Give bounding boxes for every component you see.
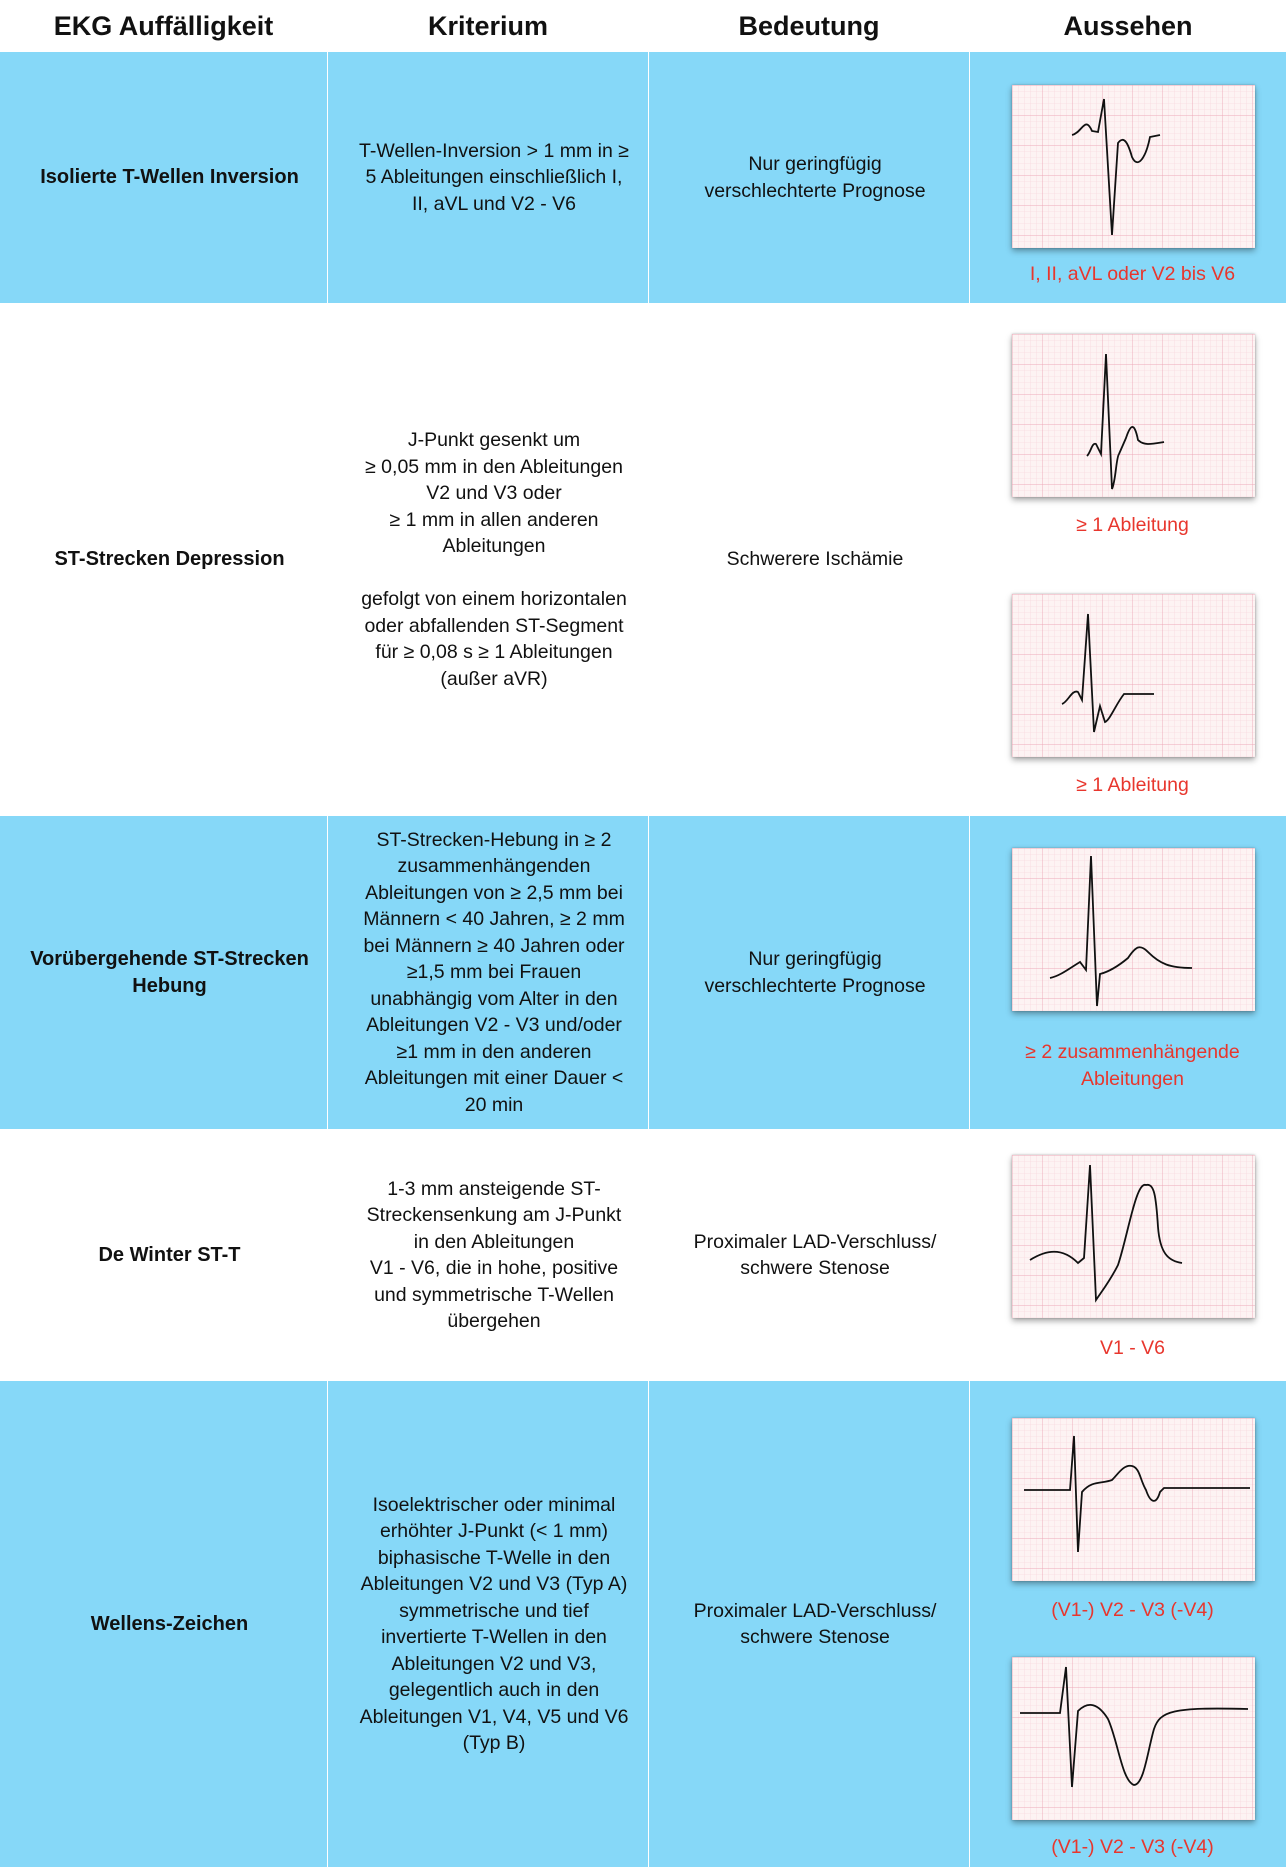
ecg-st-elevation-icon [1012,848,1255,1011]
row-criterion: Isoelektrischer oder minimal erhöhter J-… [359,1493,629,1755]
ecg-caption: ≥ 1 Ableitung [1076,514,1189,536]
row-meaning: Nur geringfügig verschlechterte Prognose [704,948,926,997]
row-criterion: J-Punkt gesenkt um ≥ 0,05 mm in den Able… [361,429,627,690]
ecg-caption: ≥ 2 zusammenhängende Ableitungen [1025,1041,1240,1090]
ecg-wellens-type-a-icon [1012,1418,1255,1581]
header-appearance: Aussehen [1063,10,1193,41]
row-meaning: Proximaler LAD-Verschluss/ schwere Steno… [693,1230,937,1280]
ecg-caption: (V1-) V2 - V3 (-V4) [1051,1836,1214,1858]
ecg-caption: (V1-) V2 - V3 (-V4) [1051,1599,1214,1621]
ecg-t-wave-inversion-icon [1012,85,1255,248]
row-meaning: Proximaler LAD-Verschluss/ schwere Steno… [693,1599,937,1649]
row-meaning: Schwerere Ischämie [726,548,904,571]
row-criterion: 1-3 mm ansteigende ST- Streckensenkung a… [366,1177,622,1333]
ecg-caption: V1 - V6 [1099,1337,1166,1359]
ecg-wellens-type-b-icon [1012,1657,1255,1820]
header-ekg-abnormality: EKG Auffälligkeit [53,10,274,41]
row-name: Wellens-Zeichen [90,1612,249,1635]
ecg-caption: ≥ 1 Ableitung [1076,774,1189,796]
row-criterion: T-Wellen-Inversion > 1 mm in ≥ 5 Ableitu… [359,139,629,215]
header-meaning: Bedeutung [738,10,880,41]
ecg-st-depression-upsloping-icon [1012,334,1255,497]
header-criterion: Kriterium [427,10,549,41]
row-name: Vorübergehende ST-Strecken Hebung [30,948,309,997]
row-name: De Winter ST-T [98,1243,241,1266]
row-name: ST-Strecken Depression [54,548,285,571]
table-row: Vorübergehende ST-Strecken Hebung ST-Str… [0,816,1286,1129]
row-name: Isolierte T-Wellen Inversion [40,166,299,189]
table-header: EKG Auffälligkeit Kriterium Bedeutung Au… [0,0,1286,52]
row-meaning: Nur geringfügig verschlechterte Prognose [704,153,926,202]
row-criterion: ST-Strecken-Hebung in ≥ 2 zusammenhängen… [363,828,625,1116]
ecg-caption: I, II, aVL oder V2 bis V6 [1029,263,1236,285]
ecg-de-winter-icon [1012,1155,1255,1318]
ecg-st-depression-horizontal-icon [1012,594,1255,757]
